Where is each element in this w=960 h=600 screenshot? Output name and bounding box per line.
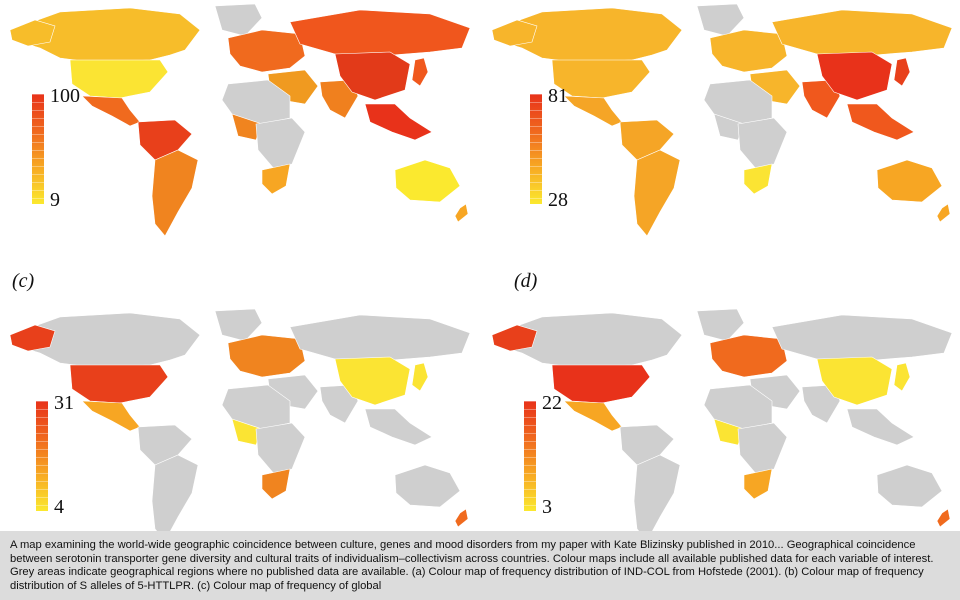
region-china bbox=[816, 51, 893, 101]
region-africa-south bbox=[261, 468, 291, 500]
map-panel-a: 100 9 bbox=[0, 0, 480, 268]
region-nz bbox=[454, 508, 469, 528]
region-sa bbox=[151, 149, 199, 237]
legend-max-label: 22 bbox=[542, 392, 562, 414]
region-sa bbox=[633, 149, 681, 237]
region-europe bbox=[227, 29, 306, 73]
region-japan bbox=[893, 57, 911, 87]
region-japan bbox=[411, 57, 429, 87]
region-africa-west bbox=[231, 418, 263, 446]
region-africa-mid bbox=[255, 422, 306, 476]
region-seasia bbox=[846, 103, 915, 141]
region-china bbox=[816, 356, 893, 406]
region-australia bbox=[876, 464, 943, 508]
legend-min-label: 9 bbox=[50, 189, 60, 211]
region-europe bbox=[709, 334, 788, 378]
region-greenland bbox=[696, 3, 745, 37]
region-russia bbox=[771, 314, 953, 362]
region-mexico bbox=[81, 400, 141, 432]
region-europe bbox=[227, 334, 306, 378]
legend-min-label: 4 bbox=[54, 496, 64, 518]
region-africa-mid bbox=[737, 117, 788, 171]
region-nz bbox=[454, 203, 469, 223]
region-na bbox=[491, 7, 683, 63]
legend-scale-bar bbox=[36, 401, 48, 511]
region-china bbox=[334, 356, 411, 406]
region-africa-west bbox=[231, 113, 263, 141]
region-seasia bbox=[364, 408, 433, 446]
region-us bbox=[69, 59, 169, 99]
region-russia bbox=[289, 9, 471, 57]
color-legend: 100 9 bbox=[32, 85, 92, 218]
region-mexico bbox=[563, 400, 623, 432]
region-australia bbox=[394, 464, 461, 508]
world-map bbox=[491, 308, 953, 533]
legend-max-label: 100 bbox=[50, 85, 80, 107]
region-sa bbox=[633, 454, 681, 533]
world-map bbox=[9, 308, 471, 533]
map-panel-b: 81 28 bbox=[482, 0, 960, 268]
region-alaska bbox=[491, 19, 538, 47]
color-legend: 31 4 bbox=[36, 392, 96, 525]
region-mexico bbox=[563, 95, 623, 127]
region-mexico bbox=[81, 95, 141, 127]
region-us bbox=[69, 364, 169, 404]
region-nz bbox=[936, 203, 951, 223]
region-europe bbox=[709, 29, 788, 73]
region-greenland bbox=[696, 308, 745, 342]
legend-scale-bar bbox=[524, 401, 536, 511]
region-alaska bbox=[9, 19, 56, 47]
panel-letter: (d) bbox=[514, 270, 538, 292]
region-africa-mid bbox=[255, 117, 306, 171]
legend-min-label: 3 bbox=[542, 496, 552, 518]
region-alaska bbox=[9, 324, 56, 352]
map-panel-c: (c) 31 4 bbox=[0, 265, 480, 533]
color-legend: 81 28 bbox=[530, 85, 590, 218]
world-map bbox=[491, 3, 953, 237]
region-na bbox=[491, 312, 683, 368]
region-us bbox=[551, 59, 651, 99]
region-alaska bbox=[491, 324, 538, 352]
region-seasia bbox=[846, 408, 915, 446]
region-china bbox=[334, 51, 411, 101]
region-russia bbox=[289, 314, 471, 362]
region-russia bbox=[771, 9, 953, 57]
region-japan bbox=[411, 362, 429, 392]
legend-scale-bar bbox=[32, 94, 44, 204]
legend-min-label: 28 bbox=[548, 189, 568, 211]
panel-letter: (c) bbox=[12, 270, 35, 292]
region-africa-west bbox=[713, 113, 745, 141]
map-panel-d: (d) 22 3 bbox=[482, 265, 960, 533]
region-africa-west bbox=[713, 418, 745, 446]
legend-scale-bar bbox=[530, 94, 542, 204]
region-australia bbox=[876, 159, 943, 203]
region-japan bbox=[893, 362, 911, 392]
region-greenland bbox=[214, 308, 263, 342]
world-map bbox=[9, 3, 471, 237]
region-na bbox=[9, 7, 201, 63]
region-us bbox=[551, 364, 651, 404]
region-africa-mid bbox=[737, 422, 788, 476]
legend-max-label: 81 bbox=[548, 85, 568, 107]
region-sa bbox=[151, 454, 199, 533]
region-na bbox=[9, 312, 201, 368]
legend-max-label: 31 bbox=[54, 392, 74, 414]
region-australia bbox=[394, 159, 461, 203]
region-seasia bbox=[364, 103, 433, 141]
color-legend: 22 3 bbox=[524, 392, 584, 525]
region-africa-south bbox=[261, 163, 291, 195]
region-greenland bbox=[214, 3, 263, 37]
region-africa-south bbox=[743, 468, 773, 500]
region-africa-south bbox=[743, 163, 773, 195]
region-nz bbox=[936, 508, 951, 528]
figure-caption: A map examining the world-wide geographi… bbox=[0, 531, 960, 600]
